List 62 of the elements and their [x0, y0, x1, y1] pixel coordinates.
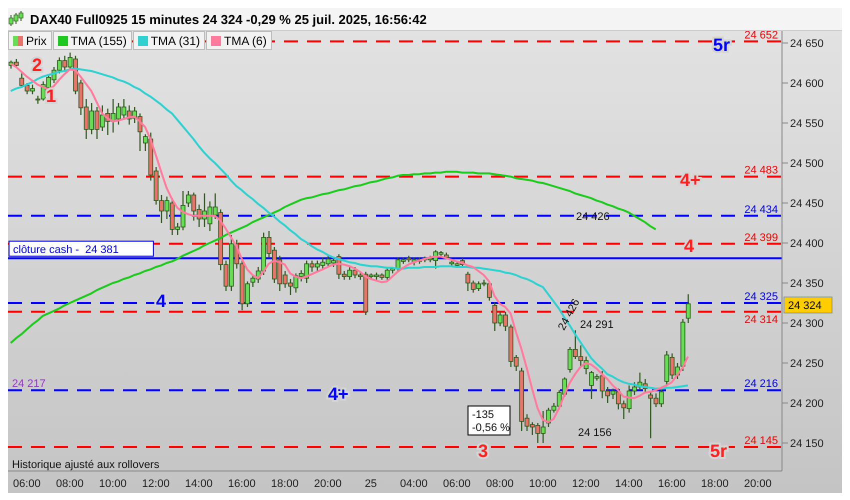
y-tick-label: 24 350 — [790, 278, 824, 290]
candlestick — [686, 294, 691, 324]
x-tick-label: 20:00 — [744, 478, 772, 490]
x-tick-label: 14:00 — [185, 478, 213, 490]
annotation: 3 — [478, 441, 488, 461]
annotation: 2 — [32, 55, 42, 75]
ref-line-label: 24 325 — [744, 291, 778, 303]
legend-label: Prix — [26, 34, 47, 48]
x-tick-label: 08:00 — [56, 478, 84, 490]
y-tick-label: 24 300 — [790, 318, 824, 330]
annotation: Historique ajusté aux rollovers — [12, 459, 160, 471]
ref-line-label: clôture cash - 24 381 — [13, 244, 119, 256]
ref-line-label: 24 399 — [744, 232, 778, 244]
y-tick-label: 24 250 — [790, 358, 824, 370]
x-tick-label: 06:00 — [443, 478, 471, 490]
legend-label: TMA (6) — [224, 34, 267, 48]
ref-line-label: 24 434 — [744, 204, 778, 216]
legend-label: TMA (155) — [70, 34, 127, 48]
chart-title: DAX40 Full0925 15 minutes 24 324 -0,29 % 25 juil. 2025, 16:56:42 — [30, 12, 427, 26]
annotation: 1 — [46, 86, 56, 106]
y-tick-label: 24 550 — [790, 118, 824, 130]
annotation: -135 — [472, 409, 494, 421]
x-tick-label: 20:00 — [314, 478, 342, 490]
annotation: -0,56 % — [472, 422, 510, 434]
annotation: 24 426 — [576, 211, 610, 223]
x-tick-label: 06:00 — [13, 478, 41, 490]
annotation: 24 291 — [580, 319, 614, 331]
x-tick-label: 10:00 — [99, 478, 127, 490]
ref-line-label: 24 216 — [744, 378, 778, 390]
ref-line-label: 24 652 — [744, 29, 778, 42]
ref-line-label: 24 314 — [744, 314, 778, 326]
line-series — [10, 170, 657, 344]
x-tick-label: 16:00 — [228, 478, 256, 490]
x-tick-label: 18:00 — [271, 478, 299, 490]
annotation: 4+ — [680, 170, 701, 190]
y-tick-label: 24 500 — [790, 158, 824, 170]
x-tick-label: 04:00 — [400, 478, 428, 490]
x-tick-label: 12:00 — [142, 478, 170, 490]
legend-label: TMA (31) — [150, 34, 200, 48]
annotation: 24 156 — [578, 427, 612, 439]
y-tick-label: 24 200 — [790, 398, 824, 410]
price-tag: 24 324 — [784, 296, 832, 314]
ref-line-label: 24 145 — [744, 435, 778, 447]
y-tick-label: 24 150 — [790, 438, 824, 450]
annotation: 5r — [710, 441, 728, 461]
x-tick-label: 16:00 — [658, 478, 686, 490]
label-box: clôture cash - 24 381 — [8, 240, 154, 257]
annotation: 5r — [713, 35, 730, 55]
ref-line-label: 24 483 — [744, 164, 778, 177]
x-tick-label: 18:00 — [701, 478, 729, 490]
x-tick-label: 08:00 — [486, 478, 514, 490]
y-tick-label: 24 600 — [790, 78, 824, 90]
candlestick — [19, 72, 24, 88]
x-tick-label: 12:00 — [572, 478, 600, 490]
x-tick-label: 14:00 — [615, 478, 643, 490]
y-tick-label: 24 650 — [790, 38, 824, 50]
y-tick-label: 24 400 — [790, 238, 824, 250]
x-tick-label: 25 — [364, 478, 377, 490]
annotation: 4 — [684, 236, 694, 256]
y-tick-label: 24 450 — [790, 198, 824, 210]
x-tick-label: 10:00 — [529, 478, 557, 490]
annotation: 24 217 — [12, 378, 46, 390]
